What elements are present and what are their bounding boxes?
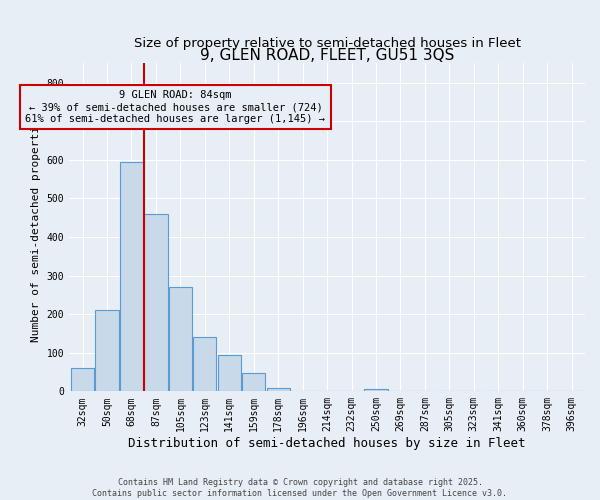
Bar xyxy=(71,368,94,392)
Text: Contains HM Land Registry data © Crown copyright and database right 2025.
Contai: Contains HM Land Registry data © Crown c… xyxy=(92,478,508,498)
Bar xyxy=(145,214,167,392)
Text: 9 GLEN ROAD: 84sqm
← 39% of semi-detached houses are smaller (724)
61% of semi-d: 9 GLEN ROAD: 84sqm ← 39% of semi-detache… xyxy=(25,90,325,124)
Title: 9, GLEN ROAD, FLEET, GU51 3QS: 9, GLEN ROAD, FLEET, GU51 3QS xyxy=(200,48,454,64)
Bar xyxy=(120,162,143,392)
Y-axis label: Number of semi-detached properties: Number of semi-detached properties xyxy=(31,112,41,342)
Bar xyxy=(242,373,265,392)
Bar xyxy=(95,310,119,392)
Bar xyxy=(266,388,290,392)
X-axis label: Distribution of semi-detached houses by size in Fleet: Distribution of semi-detached houses by … xyxy=(128,437,526,450)
Bar xyxy=(193,336,217,392)
Bar xyxy=(364,388,388,392)
Text: Size of property relative to semi-detached houses in Fleet: Size of property relative to semi-detach… xyxy=(134,38,521,51)
Bar xyxy=(218,356,241,392)
Bar xyxy=(169,287,192,392)
